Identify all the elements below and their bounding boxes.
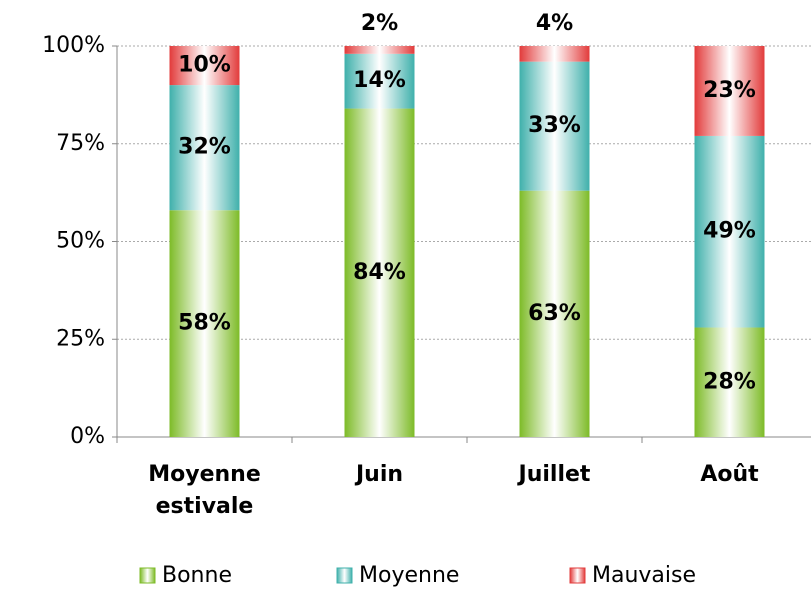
x-tick-label: Moyenne estivale (148, 462, 261, 519)
bar-segment (344, 108, 415, 437)
data-label: 4% (536, 11, 573, 36)
data-label: 14% (353, 68, 406, 93)
y-tick-label: 75% (56, 131, 105, 156)
x-tick-label: Juillet (518, 462, 591, 487)
bar-segment (519, 46, 590, 62)
bar-segment (344, 46, 415, 54)
legend-swatch (139, 567, 156, 584)
data-label: 2% (361, 11, 398, 36)
y-tick-label: 25% (56, 326, 105, 351)
bar-segment (694, 46, 765, 136)
data-label: 58% (178, 311, 231, 336)
legend-swatch (336, 567, 353, 584)
bar-segment (694, 135, 765, 328)
legend-label: Moyenne (359, 563, 459, 588)
y-tick-label: 0% (70, 424, 105, 449)
data-label: 49% (703, 219, 756, 244)
data-label: 10% (178, 53, 231, 78)
legend-label: Bonne (162, 563, 232, 588)
bar-segment (169, 210, 240, 437)
data-label: 63% (528, 301, 581, 326)
bar-segment (694, 327, 765, 437)
data-label: 23% (703, 78, 756, 103)
legend-label: Mauvaise (592, 563, 696, 588)
data-label: 33% (528, 113, 581, 138)
legend-swatch (569, 567, 586, 584)
data-label: 84% (353, 260, 406, 285)
y-tick-label: 50% (56, 229, 105, 254)
bar-segment (344, 53, 415, 109)
x-tick-label: Août (700, 462, 759, 487)
bar-segment (519, 190, 590, 437)
y-tick-label: 100% (42, 33, 105, 58)
data-label: 32% (178, 135, 231, 160)
bar-segment (169, 85, 240, 211)
x-tick-label: Juin (355, 462, 404, 487)
data-label: 28% (703, 369, 756, 394)
bar-segment (169, 46, 240, 86)
bar-segment (519, 61, 590, 191)
